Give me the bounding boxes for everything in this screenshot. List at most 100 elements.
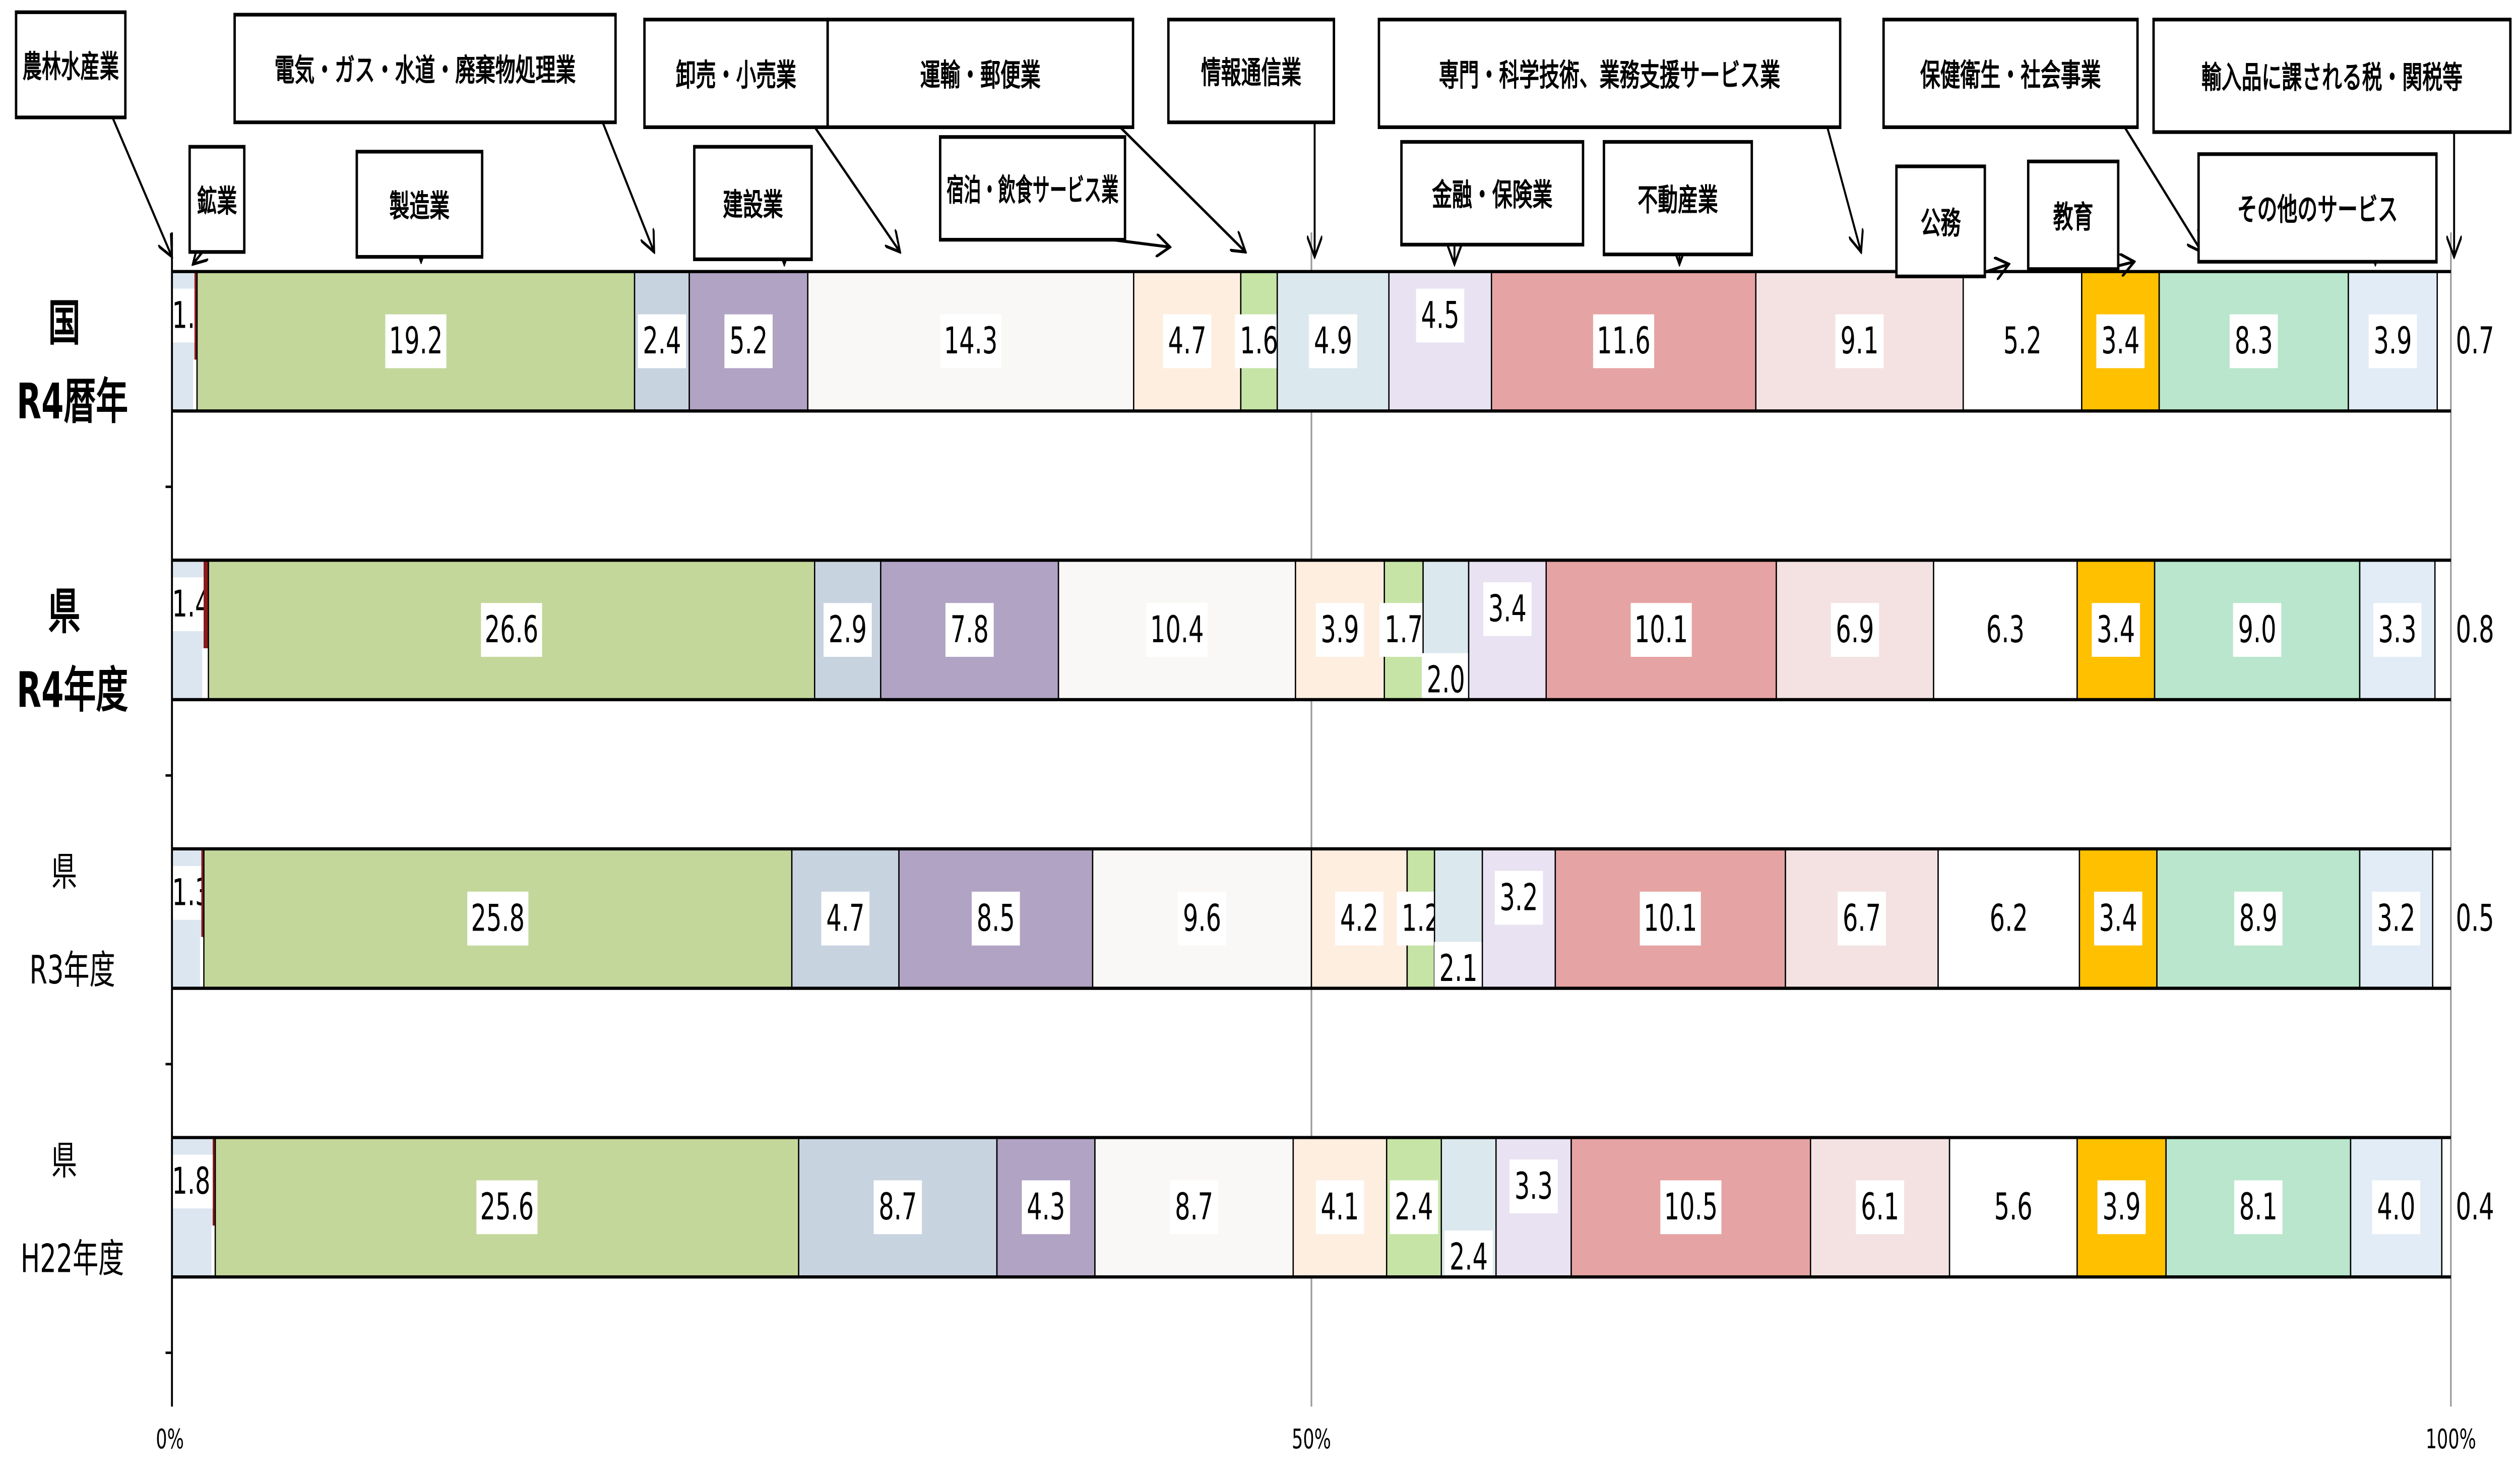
data-label-bg [1838,891,1886,946]
callout-box [826,18,1135,129]
callout-label: 不動産業 [1637,182,1718,218]
data-label: 8.5 [977,897,1015,940]
data-label: 4.2 [1340,897,1378,940]
data-label: 1.2 [1402,897,1440,940]
data-label: 0.4 [2456,1186,2494,1228]
data-label: 2.4 [1450,1236,1488,1278]
data-label: 3.4 [2099,897,2137,940]
data-label: 4.3 [1027,1186,1065,1228]
callout-box [1377,18,1842,129]
category-label-line1: 県 [51,850,77,895]
data-label-bg [1315,603,1364,657]
data-label: 2.4 [1395,1186,1433,1228]
data-label-bg [873,1180,922,1235]
data-label-bg [2229,314,2278,368]
data-label-bg [2234,891,2283,946]
data-label-bg [1630,603,1692,657]
callout-arrow [1119,126,1246,252]
data-label: 1.7 [1384,608,1423,651]
callout-7: 運輸・郵便業 [826,18,1246,252]
callout-label: その他のサービス [2237,192,2398,228]
data-label: 2.1 [1439,947,1478,990]
data-label: 4.0 [2377,1186,2415,1228]
x-tick-label: 100% [2426,1423,2476,1455]
data-label-bg [1835,314,1884,368]
data-label-bg [945,603,994,657]
callout-3: 製造業 [355,150,484,262]
callout-box [1882,18,2139,129]
data-label-bg [1494,871,1543,925]
data-label: 14.3 [944,320,997,362]
data-label-bg [1640,891,1701,946]
callout-4: 電気・ガス・水道・廃棄物処理業 [233,13,654,252]
data-label-bg [971,891,1020,946]
data-label: 3.4 [1488,587,1527,630]
data-label-bg [1434,942,1483,996]
data-label: 8.1 [2239,1186,2278,1228]
data-label: 8.9 [2239,897,2278,940]
callout-2: 鉱業 [188,145,246,264]
callout-17: 輸入品に課される税・関税等 [2152,18,2512,257]
data-label: 1.8 [172,1160,210,1203]
data-label-bg [1022,1180,1070,1235]
data-label-bg [2372,1180,2421,1235]
data-label: 3.9 [1321,608,1359,651]
data-label-bg [1390,1180,1438,1235]
callout-12: 専門・科学技術、業務支援サービス業 [1377,18,1861,252]
callout-5: 建設業 [693,145,813,264]
callout-label: 情報通信業 [1201,55,1302,91]
data-label-bg [1235,314,1283,368]
data-label-bg [1309,314,1357,368]
category-label-line2: R4年度 [17,662,128,719]
data-label: 6.3 [1986,608,2025,651]
callout-label: 鉱業 [197,183,237,219]
callout-box [188,145,246,254]
data-label: 8.3 [2235,320,2273,362]
data-label-bg [821,891,870,946]
data-label: 3.9 [2374,320,2412,362]
callout-arrow [193,252,203,264]
data-label: 19.2 [389,320,443,362]
category-label-line2: R4暦年 [17,374,128,430]
callout-15: 保健衛生・社会事業 [1882,18,2201,252]
data-label: 0.5 [2456,897,2494,940]
data-label: 2.9 [829,608,867,651]
callout-16: その他のサービス [2197,152,2438,264]
data-label-bg [476,1180,538,1235]
category-label-line2: R3年度 [30,948,115,993]
callout-6: 卸売・小売業 [643,18,900,252]
callout-box [1603,140,1753,257]
bar-segment [1962,270,2083,412]
callout-box [2027,159,2120,271]
category-label-line1: 国 [48,295,81,352]
data-label: 8.7 [1175,1186,1213,1228]
data-label: 9.0 [2238,608,2277,651]
callout-label: 卸売・小売業 [676,57,797,93]
callout-label: 宿泊・飲食サービス業 [947,172,1119,208]
data-label-bg [385,314,447,368]
callout-label: 教育 [2053,200,2094,235]
data-label: 11.6 [1597,320,1650,362]
category-label-line1: 県 [51,1138,77,1184]
callout-14: 教育 [2027,159,2134,271]
data-label-bg [1856,1180,1905,1235]
data-label-bg [167,1154,216,1209]
callout-11: 不動産業 [1603,140,1753,264]
callout-box [355,150,484,259]
data-label: 25.8 [471,897,525,940]
data-label: 3.2 [2377,897,2415,940]
data-label: 5.2 [729,320,768,362]
data-label-bg [1170,1180,1219,1235]
data-label: 0.8 [2456,608,2494,651]
data-label-bg [2372,891,2421,946]
callout-label: 保健衛生・社会事業 [1920,57,2101,93]
data-label: 4.7 [826,897,864,940]
data-label-bg [1178,891,1226,946]
data-label-bg [2373,603,2422,657]
data-label: 4.7 [1168,320,1207,362]
data-label-bg [2233,603,2282,657]
data-label-bg [1146,603,1208,657]
callout-label: 電気・ガス・水道・廃棄物処理業 [275,53,576,89]
data-label-bg [1660,1180,1722,1235]
